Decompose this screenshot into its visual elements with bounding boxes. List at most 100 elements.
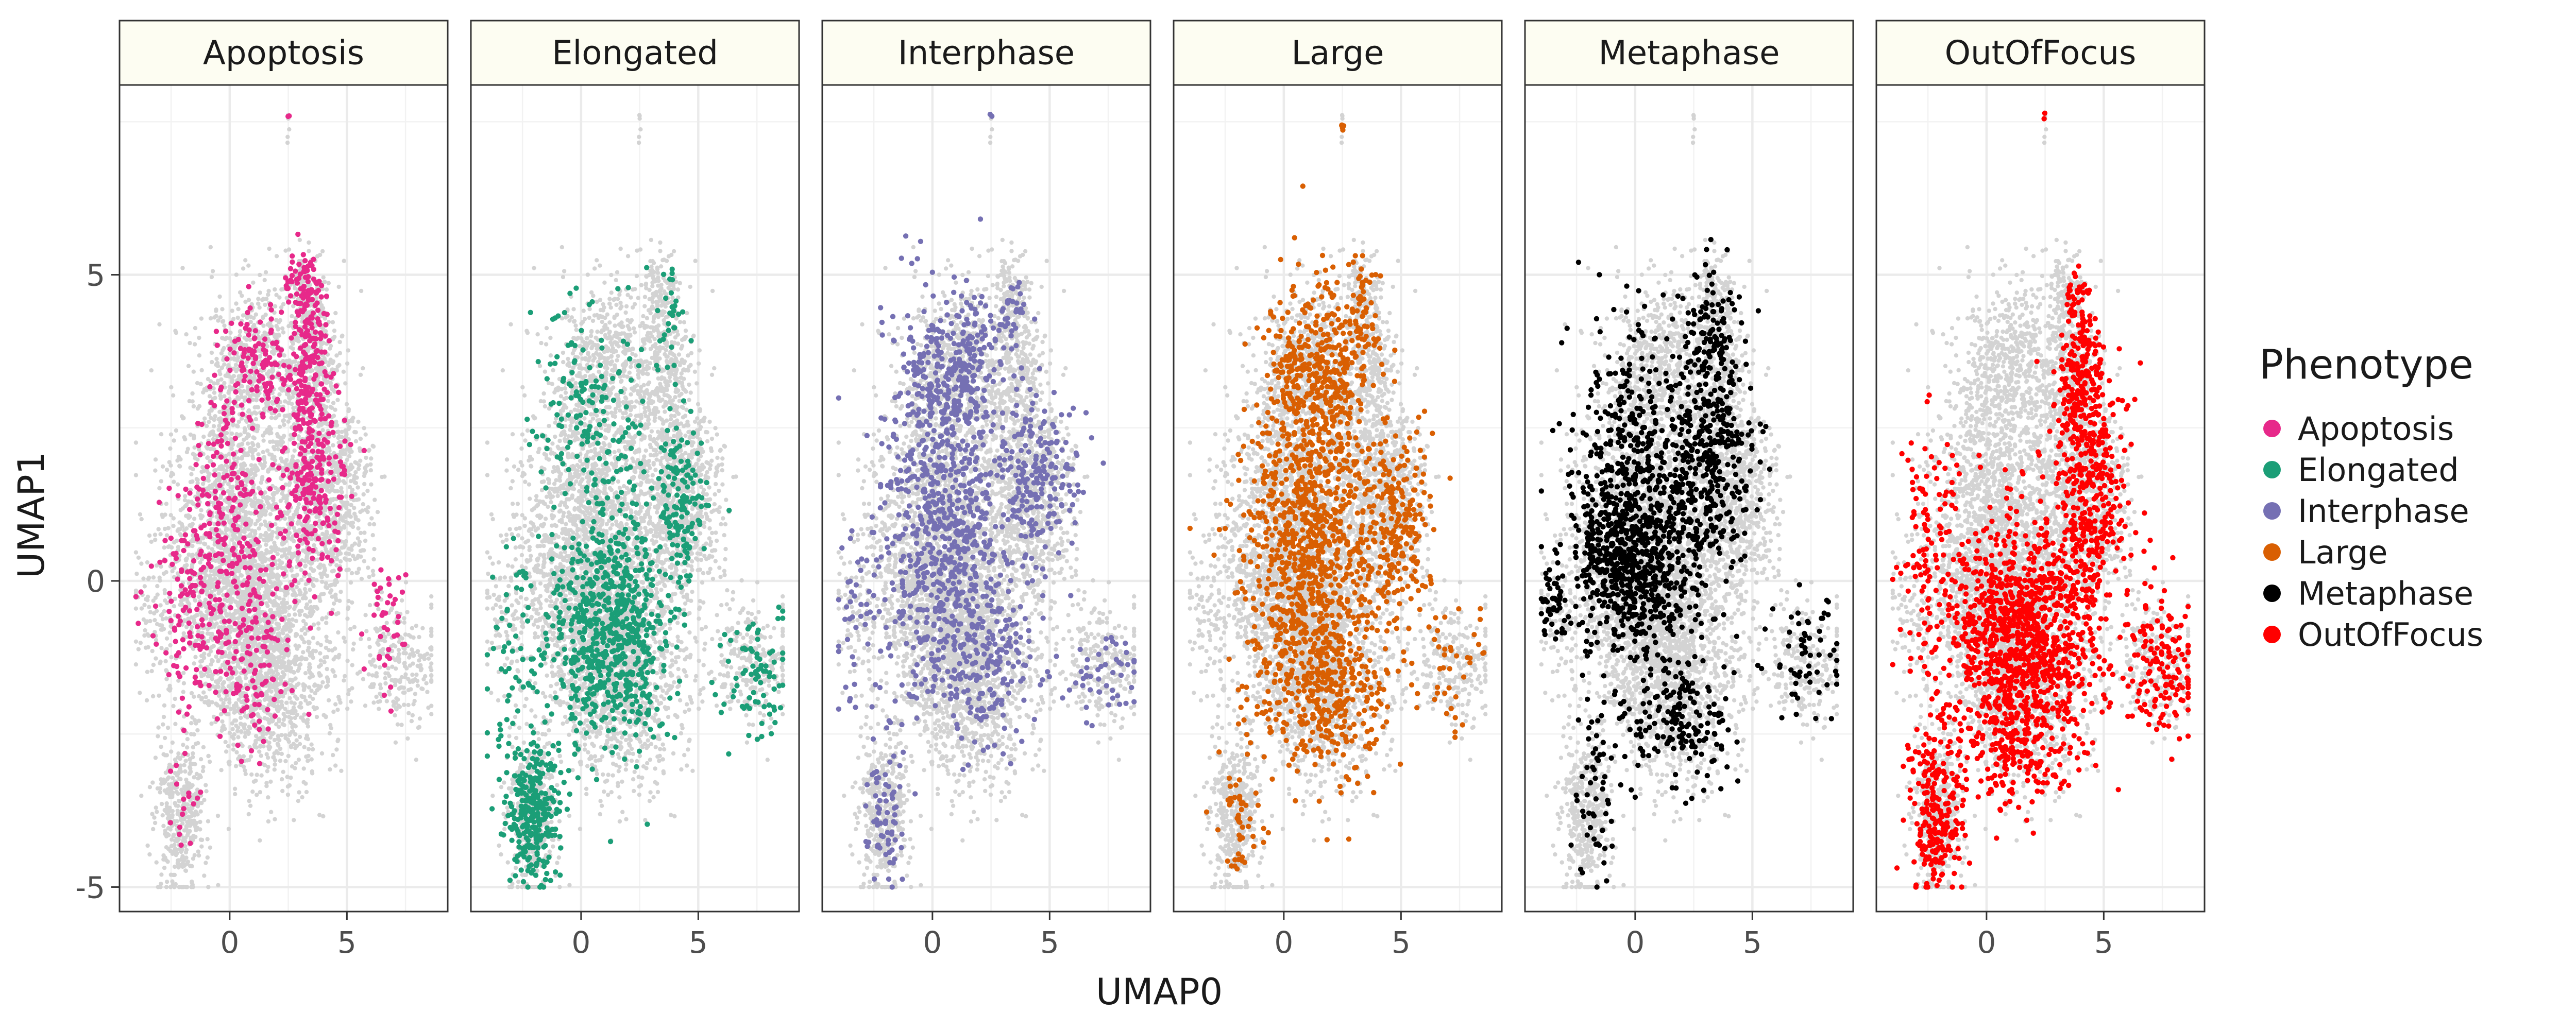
background-point <box>277 392 281 397</box>
background-point <box>227 827 231 831</box>
background-point <box>357 467 361 471</box>
background-point <box>265 449 269 453</box>
background-point <box>307 646 311 650</box>
background-point <box>176 483 180 487</box>
background-point <box>192 517 196 521</box>
background-point <box>150 649 155 653</box>
background-point <box>182 681 186 685</box>
background-point <box>261 315 265 319</box>
background-point <box>212 390 216 394</box>
background-point <box>197 853 201 857</box>
background-point <box>383 671 387 675</box>
background-point <box>338 559 343 563</box>
background-point <box>193 853 197 857</box>
background-point <box>294 593 298 597</box>
background-point <box>206 855 210 860</box>
background-point <box>244 338 248 342</box>
background-point <box>246 264 250 268</box>
background-point <box>214 357 218 361</box>
background-point <box>331 320 335 324</box>
background-point <box>362 482 366 486</box>
background-point <box>147 852 151 856</box>
background-point <box>171 741 175 745</box>
background-point <box>167 689 172 693</box>
background-point <box>302 766 306 770</box>
background-point <box>386 666 391 670</box>
background-point <box>307 249 311 253</box>
background-point <box>308 599 312 604</box>
panels-layer: Apoptosis0 5-505Elongated0 5Interphase0 5La… <box>75 21 2205 960</box>
background-point <box>285 141 290 145</box>
background-point <box>400 598 404 603</box>
facet-strip-label: Apoptosis <box>203 35 364 73</box>
background-point <box>202 600 206 605</box>
background-point <box>259 774 263 778</box>
background-point <box>424 681 428 685</box>
background-point <box>251 281 255 285</box>
background-point <box>315 607 319 611</box>
background-point <box>227 452 231 456</box>
background-point <box>159 745 163 749</box>
background-point <box>193 342 197 346</box>
background-point <box>354 461 359 465</box>
background-point <box>190 391 194 396</box>
background-point <box>225 431 229 435</box>
background-point <box>217 295 222 299</box>
background-point <box>298 662 302 666</box>
background-point <box>416 649 420 653</box>
background-point <box>304 790 309 794</box>
background-point <box>351 416 355 420</box>
background-point <box>282 494 286 498</box>
background-point <box>345 659 349 663</box>
background-point <box>265 769 269 773</box>
background-point <box>345 458 349 462</box>
background-point <box>334 420 338 424</box>
background-point <box>199 368 204 372</box>
background-point <box>411 702 415 706</box>
background-point <box>161 723 165 727</box>
background-point <box>134 662 138 666</box>
background-point <box>188 341 192 345</box>
background-point <box>195 613 199 617</box>
background-point <box>283 399 287 403</box>
background-point <box>275 254 279 258</box>
background-point <box>345 402 349 406</box>
background-point <box>307 747 311 751</box>
background-point <box>335 708 340 712</box>
background-point <box>149 368 154 372</box>
background-point <box>362 492 366 496</box>
background-point <box>250 441 255 445</box>
background-point <box>164 677 168 681</box>
background-point <box>264 297 268 301</box>
background-point <box>345 616 349 621</box>
background-point <box>172 833 176 837</box>
background-point <box>406 703 410 707</box>
background-point <box>242 461 246 466</box>
background-point <box>289 716 293 720</box>
background-point <box>371 573 375 577</box>
background-point <box>157 322 161 327</box>
background-point <box>401 691 405 695</box>
background-point <box>353 470 358 474</box>
background-point <box>315 715 319 719</box>
background-point <box>398 705 402 709</box>
background-point <box>210 658 214 662</box>
background-point <box>258 838 262 843</box>
background-point <box>391 699 395 703</box>
background-point <box>207 478 211 483</box>
background-point <box>336 655 341 659</box>
background-point <box>231 743 235 747</box>
background-point <box>280 327 284 331</box>
background-point <box>356 526 360 530</box>
background-point <box>301 650 305 654</box>
background-point <box>234 724 238 728</box>
background-point <box>266 819 270 823</box>
background-point <box>246 385 250 389</box>
background-point <box>269 416 274 420</box>
background-point <box>187 553 191 557</box>
background-point <box>303 632 307 636</box>
background-point <box>194 742 198 746</box>
background-point <box>240 417 244 421</box>
background-point <box>331 657 335 661</box>
background-point <box>230 727 234 731</box>
